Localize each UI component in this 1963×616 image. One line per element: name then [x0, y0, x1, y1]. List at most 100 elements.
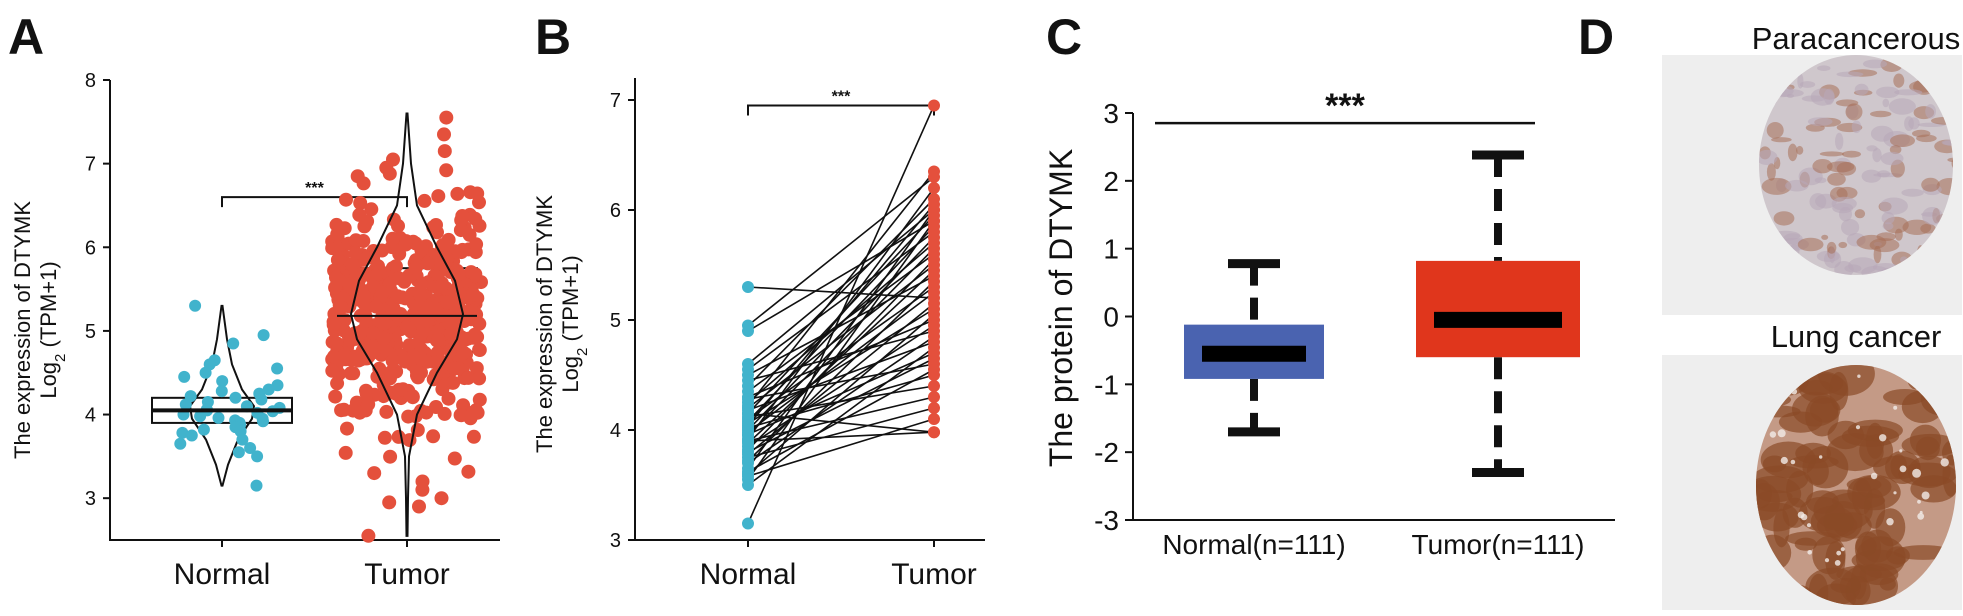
panel-b-pair-line	[747, 280, 935, 462]
panel-a-tumor-point	[434, 491, 449, 506]
panel-c-category-label: Normal(n=111)	[1162, 529, 1345, 560]
panel-a-tumor-point	[455, 209, 470, 223]
tissue-patch	[1838, 241, 1848, 249]
tissue-patch	[1801, 95, 1826, 102]
panel-a-tumor-point	[472, 392, 487, 407]
panel-a-tumor-point	[376, 331, 391, 346]
tissue-patch	[1826, 241, 1837, 254]
panel-a-tumor-point	[346, 403, 360, 418]
panel-b-pair-line	[747, 176, 935, 327]
tissue-gap	[1769, 431, 1777, 438]
panel-a-normal-point	[232, 446, 245, 459]
tissue-patch	[1787, 143, 1798, 162]
panel-a-tumor-point	[375, 285, 390, 300]
panel-b-tumor-point	[928, 182, 940, 194]
tissue-patch	[1841, 425, 1900, 447]
panel-a-tumor-point	[330, 227, 345, 242]
tissue-patch	[1877, 170, 1891, 178]
tissue-patch	[1762, 455, 1787, 473]
panel-a-tumor-point	[466, 287, 481, 302]
panel-b-pair-line	[747, 335, 935, 464]
panel-a-tumor-point	[398, 237, 413, 252]
tissue-gap	[1790, 459, 1796, 465]
panel-a-tumor-point	[339, 192, 353, 207]
tissue-patch	[1873, 455, 1921, 480]
panel-a-normal-point	[199, 366, 212, 379]
panel-b-pair-line	[747, 220, 935, 332]
panel-a-normal-point	[250, 479, 263, 492]
panel-a-tumor-point	[439, 110, 454, 125]
panel-a-tumor-point	[472, 371, 487, 386]
panel-a-tumor-point	[446, 375, 461, 390]
tissue-patch	[1882, 222, 1894, 231]
panel-b-significance-bracket	[747, 104, 935, 116]
tissue-patch	[1879, 197, 1908, 215]
panel-a-tumor-point	[413, 288, 428, 303]
panel-b-category-label: Tumor	[891, 558, 977, 591]
panel-b-pair-line	[747, 302, 935, 455]
panel-b-pair-line	[747, 247, 935, 437]
panel-b-ytick-label: 3	[610, 530, 621, 552]
tissue-patch	[1920, 223, 1936, 234]
panel-a-normal-point	[255, 393, 268, 406]
panel-b-ytick-label: 6	[610, 200, 621, 222]
panel-a-tumor-point	[456, 345, 471, 360]
panel-b-tumor-point	[928, 330, 940, 343]
panel-a-tumor-point	[328, 280, 343, 295]
panel-a-normal-point	[212, 411, 225, 424]
panel-a-tumor-point	[330, 253, 345, 267]
tissue-patch	[1817, 65, 1831, 71]
tissue-patch	[1934, 139, 1953, 154]
panel-a-tumor-point	[385, 231, 400, 246]
panel-a-tumor-point	[350, 169, 365, 184]
panel-a-tumor-point	[383, 449, 398, 464]
panel-c-ytick-label: -3	[1094, 505, 1119, 536]
tissue-patch	[1797, 237, 1824, 252]
panel-b-pair-line	[747, 209, 935, 469]
tissue-gap	[1893, 491, 1897, 495]
image-label-lung-cancer: Lung cancer	[1771, 319, 1942, 354]
panel-a-tumor-point	[472, 342, 487, 357]
tissue-gap	[1879, 434, 1887, 442]
panel-a-tumor-violin	[349, 112, 465, 537]
tissue-patch	[1831, 196, 1857, 211]
panel-b-pair-line	[747, 412, 935, 433]
tissue-patch	[1845, 103, 1863, 121]
panel-a-tumor-point	[402, 338, 417, 353]
panel-a-tumor-point	[343, 366, 358, 381]
tissue-patch	[1908, 117, 1920, 130]
panel-a-normal-point	[257, 415, 269, 428]
panel-a-tumor-point	[437, 144, 452, 159]
panel-a-category-label: Tumor	[364, 558, 450, 591]
panel-b-pair-line	[747, 269, 935, 444]
tissue-patch	[1810, 505, 1855, 538]
panel-b-pair-line	[747, 258, 935, 451]
tissue-patch	[1880, 151, 1904, 166]
panel-a-tumor-point	[379, 404, 394, 419]
panel-a-tumor-point	[369, 299, 383, 314]
panel-c-ytick-label: 1	[1103, 234, 1119, 265]
panel-b-pair-line	[747, 275, 935, 376]
panel-a-tumor-point	[426, 429, 441, 444]
panel-a-ytick-label: 5	[85, 321, 96, 343]
panel-a-tumor-point	[384, 365, 398, 380]
panel-a-tumor-point	[465, 405, 480, 420]
panel-a-ytick-label: 6	[85, 237, 96, 259]
panel-b-normal-point	[742, 407, 754, 420]
panel-a-normal-point	[244, 442, 257, 454]
tissue-gap	[1893, 405, 1898, 410]
panel-a-tumor-point	[437, 238, 452, 253]
tissue-patch	[1827, 172, 1846, 186]
panel-b-tumor-point	[928, 363, 940, 376]
panel-b-tumor-point	[928, 242, 940, 255]
panel-a-tumor-point	[366, 326, 380, 340]
panel-a-tumor-point	[361, 397, 376, 412]
panel-b-ytick-label: 4	[610, 420, 621, 442]
tissue-patch	[1826, 161, 1855, 173]
panel-a-tumor-point	[356, 234, 371, 248]
panel-a-normal-point	[262, 383, 275, 396]
tissue-patch	[1785, 179, 1809, 192]
panel-b-category-label: Normal	[700, 558, 797, 591]
panel-c-ylabel: The protein of DTYMK	[1043, 149, 1079, 467]
tissue-gap	[1824, 558, 1830, 563]
